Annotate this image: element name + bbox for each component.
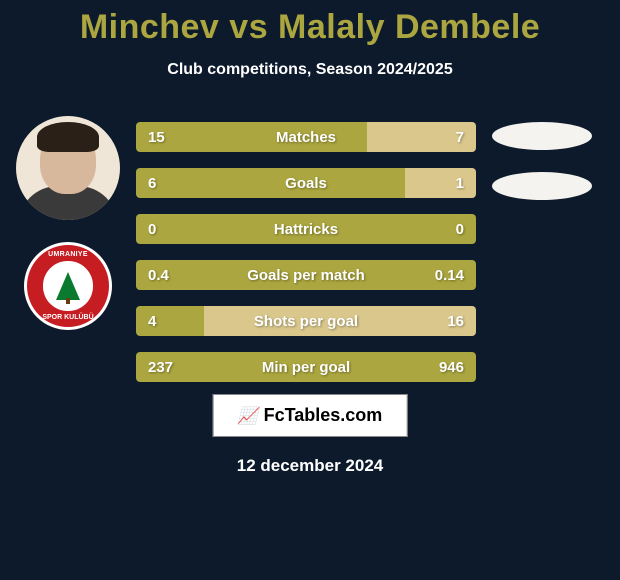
fctables-badge[interactable]: 📈 FcTables.com [213, 394, 408, 437]
stat-value-right: 7 [456, 129, 464, 146]
stat-bar-left: 6 [136, 168, 405, 198]
stat-bar-left: 15 [136, 122, 367, 152]
stat-value-right: 946 [439, 359, 464, 376]
stat-value-right: 16 [447, 313, 464, 330]
stat-row: 00Hattricks [136, 214, 476, 244]
club-name-bottom: SPOR KULÜBÜ [27, 314, 109, 321]
stat-bar-left: 237 946 [136, 352, 476, 382]
stat-bar-right: 16 [204, 306, 476, 336]
stat-bar-right: 7 [367, 122, 476, 152]
chart-icon: 📈 [238, 406, 258, 426]
stat-value-left: 237 [148, 359, 173, 376]
club2-badge-placeholder [492, 172, 592, 200]
player2-avatar-placeholder [492, 122, 592, 150]
fctables-label: FcTables.com [264, 405, 383, 426]
player-avatar [16, 116, 120, 220]
stat-value-right: 0 [456, 221, 464, 238]
date-text: 12 december 2024 [0, 456, 620, 476]
stat-bar-left: 0.4 0.14 [136, 260, 476, 290]
left-column: UMRANIYE SPOR KULÜBÜ [8, 110, 128, 330]
stat-row: 237946Min per goal [136, 352, 476, 382]
stat-value-left: 6 [148, 175, 156, 192]
stat-row: 416Shots per goal [136, 306, 476, 336]
club-badge: UMRANIYE SPOR KULÜBÜ [24, 242, 112, 330]
club-name-top: UMRANIYE [27, 251, 109, 258]
page-title: Minchev vs Malaly Dembele [0, 0, 620, 47]
stat-value-right: 0.14 [435, 267, 464, 284]
stat-value-right: 1 [456, 175, 464, 192]
stat-bars: 157Matches61Goals00Hattricks0.40.14Goals… [136, 122, 476, 398]
stat-row: 61Goals [136, 168, 476, 198]
tree-icon [56, 272, 80, 300]
stat-value-left: 0.4 [148, 267, 169, 284]
right-column [492, 122, 602, 222]
stat-bar-left: 4 [136, 306, 204, 336]
subtitle: Club competitions, Season 2024/2025 [0, 61, 620, 79]
stat-value-left: 0 [148, 221, 156, 238]
stat-value-left: 4 [148, 313, 156, 330]
stat-row: 0.40.14Goals per match [136, 260, 476, 290]
stat-bar-right: 1 [405, 168, 476, 198]
stat-row: 157Matches [136, 122, 476, 152]
stat-bar-left: 00 [136, 214, 476, 244]
stat-value-left: 15 [148, 129, 165, 146]
